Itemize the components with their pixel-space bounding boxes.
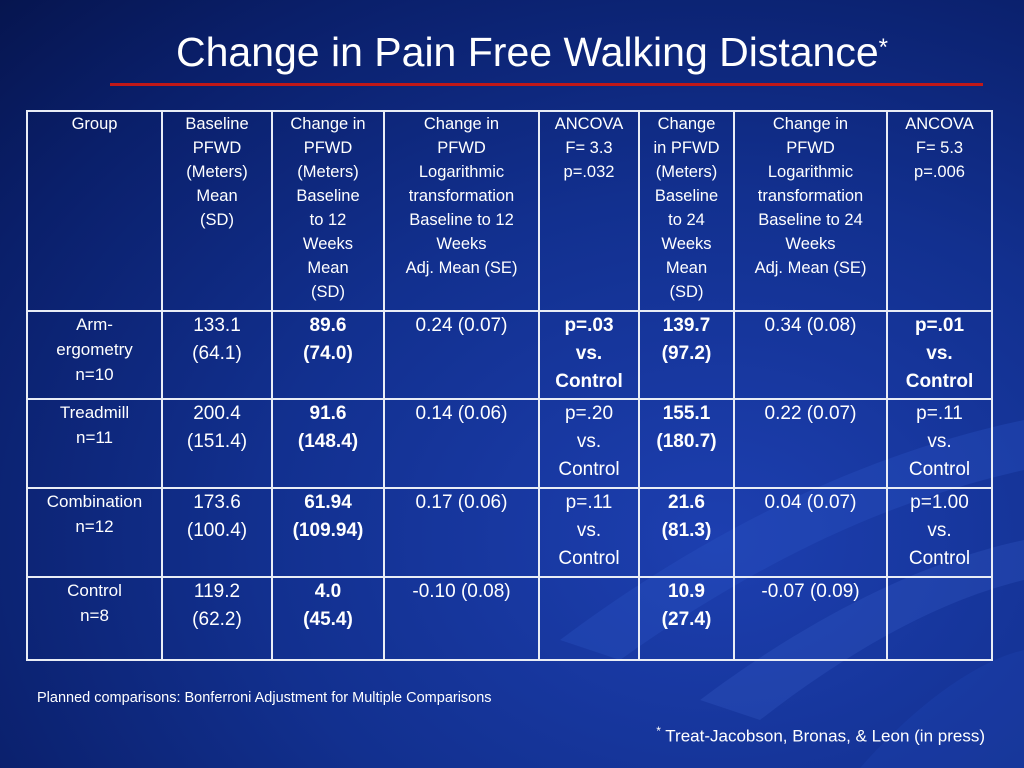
citation-mark: *: [656, 724, 661, 738]
cell-log-24: 0.04 (0.07): [733, 487, 888, 578]
cell-ancova-24: [886, 576, 993, 661]
header-log-12: Change in PFWD Logarithmic transformatio…: [383, 110, 540, 312]
title-underline: [110, 83, 983, 86]
cell-ancova-12: p=.11 vs. Control: [538, 487, 640, 578]
table-row: Control n=8 119.2 (62.2) 4.0 (45.4) -0.1…: [26, 576, 993, 661]
cell-baseline: 200.4 (151.4): [161, 398, 273, 489]
cell-baseline: 133.1 (64.1): [161, 310, 273, 400]
cell-group: Control n=8: [26, 576, 163, 661]
results-table: Group Baseline PFWD (Meters) Mean (SD) C…: [26, 110, 993, 661]
cell-log-12: 0.17 (0.06): [383, 487, 540, 578]
cell-change-12: 89.6 (74.0): [271, 310, 385, 400]
cell-baseline: 173.6 (100.4): [161, 487, 273, 578]
cell-ancova-24: p=.01 vs. Control: [886, 310, 993, 400]
cell-log-12: 0.24 (0.07): [383, 310, 540, 400]
header-baseline: Baseline PFWD (Meters) Mean (SD): [161, 110, 273, 312]
citation: * Treat-Jacobson, Bronas, & Leon (in pre…: [656, 724, 985, 747]
cell-ancova-24: p=1.00 vs. Control: [886, 487, 993, 578]
cell-log-24: 0.22 (0.07): [733, 398, 888, 489]
cell-log-24: 0.34 (0.08): [733, 310, 888, 400]
header-group: Group: [26, 110, 163, 312]
header-change-24: Change in PFWD (Meters) Baseline to 24 W…: [638, 110, 735, 312]
cell-change-12: 4.0 (45.4): [271, 576, 385, 661]
cell-log-12: -0.10 (0.08): [383, 576, 540, 661]
cell-group: Arm- ergometry n=10: [26, 310, 163, 400]
cell-log-24: -0.07 (0.09): [733, 576, 888, 661]
citation-text: Treat-Jacobson, Bronas, & Leon (in press…: [665, 726, 985, 746]
page-title-text: Change in Pain Free Walking Distance: [175, 29, 879, 75]
table-row: Combination n=12 173.6 (100.4) 61.94 (10…: [26, 487, 993, 578]
cell-change-24: 21.6 (81.3): [638, 487, 735, 578]
cell-ancova-24: p=.11 vs. Control: [886, 398, 993, 489]
cell-change-24: 155.1 (180.7): [638, 398, 735, 489]
cell-log-12: 0.14 (0.06): [383, 398, 540, 489]
cell-group: Treadmill n=11: [26, 398, 163, 489]
cell-change-24: 10.9 (27.4): [638, 576, 735, 661]
cell-change-12: 91.6 (148.4): [271, 398, 385, 489]
cell-change-12: 61.94 (109.94): [271, 487, 385, 578]
header-ancova-24: ANCOVA F= 5.3 p=.006: [886, 110, 993, 312]
table-row: Arm- ergometry n=10 133.1 (64.1) 89.6 (7…: [26, 310, 993, 400]
title-footnote-mark: *: [878, 34, 888, 61]
cell-ancova-12: p=.20 vs. Control: [538, 398, 640, 489]
cell-baseline: 119.2 (62.2): [161, 576, 273, 661]
cell-group: Combination n=12: [26, 487, 163, 578]
planned-comparisons-note: Planned comparisons: Bonferroni Adjustme…: [37, 690, 492, 706]
header-log-24: Change in PFWD Logarithmic transformatio…: [733, 110, 888, 312]
cell-ancova-12: p=.03 vs. Control: [538, 310, 640, 400]
table-row: Treadmill n=11 200.4 (151.4) 91.6 (148.4…: [26, 398, 993, 489]
cell-ancova-12: [538, 576, 640, 661]
header-ancova-12: ANCOVA F= 3.3 p=.032: [538, 110, 640, 312]
page-title: Change in Pain Free Walking Distance*: [0, 28, 1024, 76]
cell-change-24: 139.7 (97.2): [638, 310, 735, 400]
table-header-row: Group Baseline PFWD (Meters) Mean (SD) C…: [26, 110, 993, 312]
header-change-12: Change in PFWD (Meters) Baseline to 12 W…: [271, 110, 385, 312]
